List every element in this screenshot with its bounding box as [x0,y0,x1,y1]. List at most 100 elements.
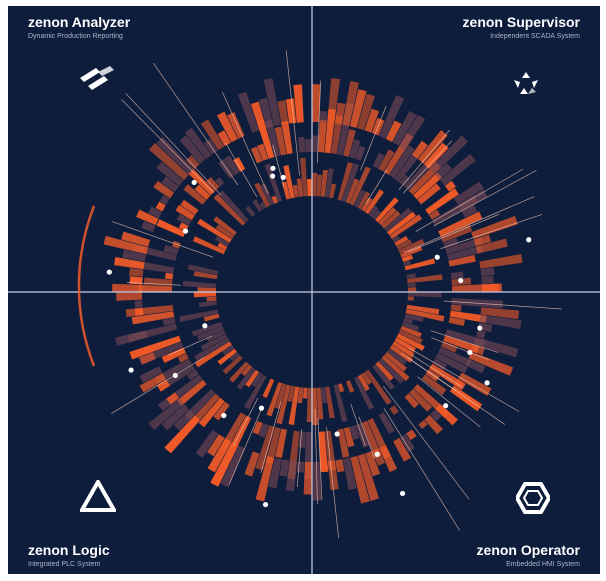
radial-highlight-line [228,409,262,485]
radial-bar [217,348,237,366]
radial-bar [264,163,283,203]
radial-bar [285,460,297,492]
radial-bar [229,361,249,383]
radial-bar [406,429,417,441]
radial-bar [131,311,175,325]
radial-bar [428,209,441,220]
radial-bar [480,307,520,320]
radial-bar [134,345,153,358]
radial-highlight-line [358,416,375,459]
radial-bar [365,451,381,477]
analyzer-subtitle: Dynamic Production Reporting [28,33,123,40]
marker-dot [458,277,464,284]
radial-bar [473,337,519,358]
radial-bar [156,379,171,392]
radial-bar [404,393,420,409]
radial-bar [378,358,404,384]
marker-dot [374,451,380,457]
supervisor-icon [514,72,538,94]
radial-bar [434,163,452,180]
radial-bar [379,445,398,473]
logic-subtitle: Integrated PLC System [28,561,101,568]
radial-highlight-line [316,80,322,164]
radial-bar [241,364,253,377]
radial-bar [454,379,464,389]
radial-bar [265,427,281,464]
radial-bar [327,460,339,491]
radial-bar [265,119,281,158]
radial-bar [179,135,206,164]
radial-highlight-line [433,170,537,227]
marker-dot [526,237,532,243]
radial-bar [182,280,217,288]
radial-bar [283,165,295,199]
radial-bar [180,199,199,215]
radial-bar [257,143,269,161]
radial-bar [365,369,392,405]
marker-dot [106,269,112,275]
radial-rings [103,50,562,538]
radial-bar [343,129,356,157]
radial-bar [320,461,329,473]
radial-highlight-line [326,427,339,538]
radial-bar [121,231,151,247]
radial-bar [480,267,495,277]
radial-bar [449,188,460,198]
radial-bar [175,204,195,221]
radial-bar [438,211,483,237]
radial-bar [186,369,199,381]
radial-highlight-line [127,282,181,286]
radial-bar [357,93,375,131]
radial-bar [251,372,263,387]
radial-bar [288,386,300,425]
marker-dot [434,254,440,260]
radial-bar [387,211,416,236]
radial-bar [387,348,407,365]
radial-bar [116,292,143,301]
radial-bar [179,309,219,323]
radial-bar [195,429,219,458]
radial-highlight-line [260,401,282,474]
radial-bar [389,405,399,415]
radial-highlight-line [431,337,490,361]
radial-bar [155,201,166,212]
radial-bar [318,431,328,470]
radial-highlight-line [408,347,520,412]
radial-bar [193,271,218,280]
radial-bar [393,437,412,462]
radial-bar [327,78,341,124]
radial-bar [440,224,473,243]
radial-bar [407,282,416,288]
radial-bar [268,457,282,489]
radial-bar [345,178,360,204]
radial-highlight-line [285,50,300,176]
radial-bar [468,351,514,376]
radial-bar [197,218,232,243]
radial-highlight-line [233,397,259,447]
radial-bar [163,244,179,255]
radial-bar [298,136,306,153]
radial-bar [396,239,413,251]
radial-bar [337,161,354,201]
marker-dot [484,380,490,386]
radial-bar [445,237,483,255]
radial-bar [184,409,195,420]
radial-bar [122,249,147,262]
outer-arc-accent [77,205,96,367]
radial-bar [213,216,237,236]
radial-bar [156,161,184,187]
radial-bar [161,176,179,193]
radial-bar [206,330,226,342]
radial-bar [450,304,462,312]
radial-bar [394,235,409,247]
radial-bar [404,313,424,323]
radial-bar [141,220,156,233]
radial-bar [217,242,228,251]
radial-bar [148,398,184,430]
radial-highlight-line [415,168,524,232]
radial-bar [409,388,433,412]
radial-bar [399,433,416,453]
radial-bar [210,441,239,487]
radial-bar [341,163,360,203]
marker-dot [128,367,134,373]
